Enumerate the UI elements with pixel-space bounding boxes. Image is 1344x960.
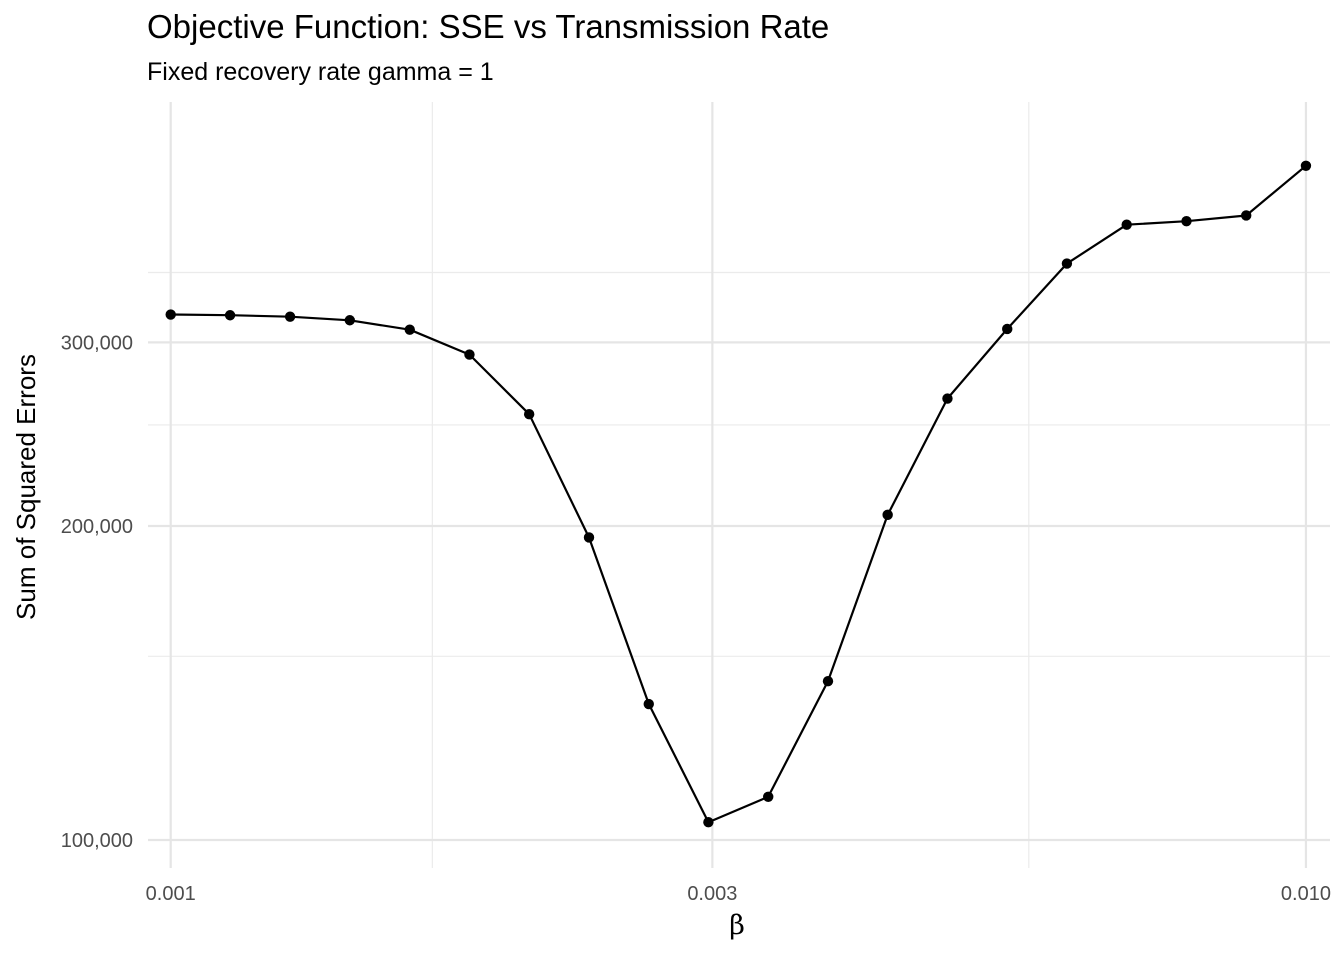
data-point xyxy=(822,675,834,687)
data-point xyxy=(165,309,176,320)
data-point xyxy=(583,532,595,543)
series xyxy=(165,160,1312,828)
data-point xyxy=(763,791,774,803)
x-tick-label: 0.010 xyxy=(1281,883,1331,905)
y-axis-title: Sum of Squared Errors xyxy=(11,354,41,620)
data-point xyxy=(1061,258,1073,269)
data-point xyxy=(1121,219,1132,230)
chart-subtitle: Fixed recovery rate gamma = 1 xyxy=(147,58,494,86)
tick-labels: 0.001 0.003 0.010 100,000 200,000 300,000 xyxy=(61,332,1331,905)
data-point xyxy=(1181,215,1192,227)
data-point xyxy=(1300,160,1312,171)
data-point xyxy=(882,509,893,521)
data-point xyxy=(224,310,236,321)
y-tick-label: 100,000 xyxy=(61,830,133,852)
x-axis-title: β xyxy=(729,910,745,941)
data-point xyxy=(523,408,535,420)
data-point xyxy=(344,315,355,326)
data-point xyxy=(404,324,415,335)
y-tick-label: 300,000 xyxy=(61,332,133,354)
data-point xyxy=(1241,210,1252,221)
data-point xyxy=(1002,323,1013,335)
x-tick-label: 0.003 xyxy=(687,883,737,905)
chart-title: Objective Function: SSE vs Transmission … xyxy=(147,8,830,45)
data-point xyxy=(464,349,475,360)
data-point xyxy=(942,393,953,404)
x-tick-label: 0.001 xyxy=(146,883,196,905)
data-point xyxy=(703,817,714,828)
grid xyxy=(148,102,1330,868)
y-tick-label: 200,000 xyxy=(61,516,133,538)
data-point xyxy=(643,698,654,710)
series-line xyxy=(170,164,1307,824)
data-point xyxy=(284,311,296,322)
